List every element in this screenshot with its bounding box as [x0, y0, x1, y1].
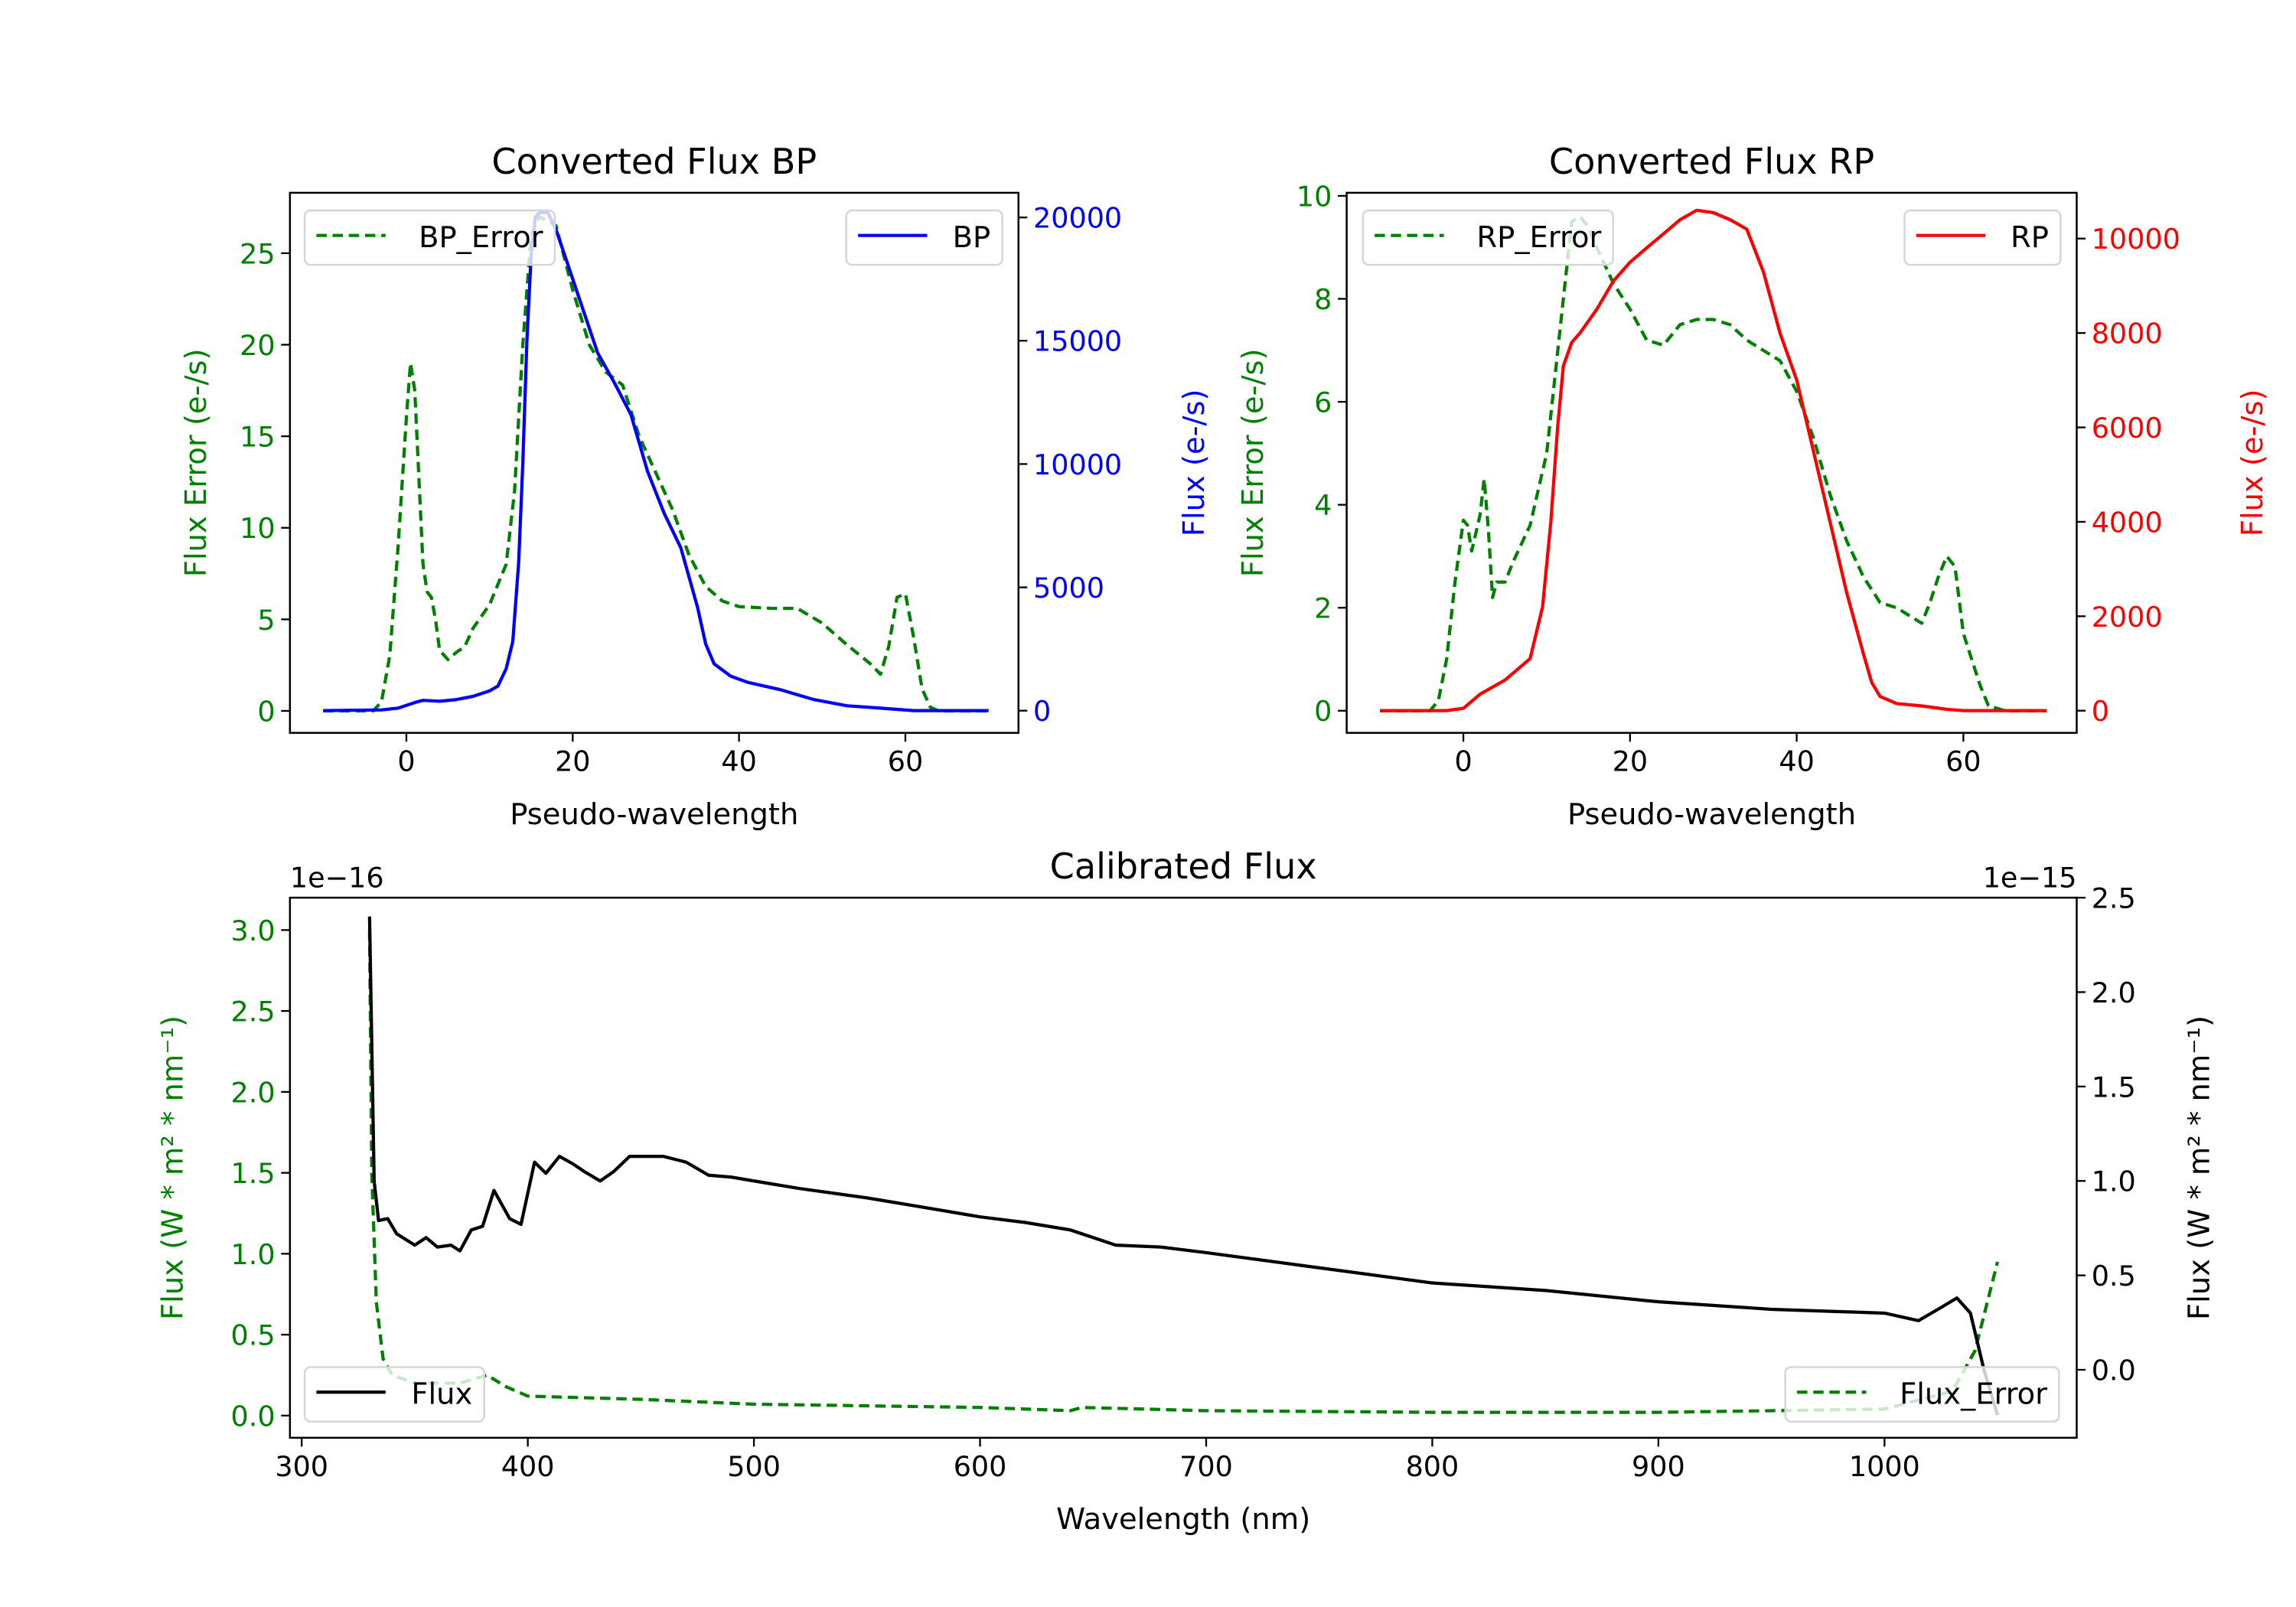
y-left-offset-text: 1e−16 — [290, 862, 384, 895]
bp-legend: BP — [845, 209, 1003, 266]
y-left-tick-label: 8 — [1314, 283, 1332, 316]
y-left-tick-label: 1.5 — [231, 1157, 276, 1190]
legend-label: BP — [953, 220, 991, 255]
x-axis-label: Pseudo-wavelength — [510, 797, 798, 832]
flux-line — [367, 916, 2000, 1416]
y-right-tick-label: 0.0 — [2092, 1354, 2136, 1387]
y-right-tick-label: 2.5 — [2092, 882, 2136, 915]
rp-error-legend: RP_Error — [1362, 209, 1614, 266]
x-tick-label: 60 — [1945, 745, 1981, 778]
y-right-tick-label: 1.5 — [2092, 1071, 2136, 1103]
y-right-tick-label: 0 — [2092, 695, 2109, 728]
y-left-axis-label: Flux (W * m² * nm⁻¹) — [155, 1015, 190, 1320]
y-right-tick-label: 15000 — [1033, 325, 1122, 358]
y-right-tick-label: 10000 — [1033, 448, 1122, 481]
y-left-tick-label: 2 — [1314, 592, 1332, 625]
y-left-tick-label: 3.0 — [231, 914, 276, 947]
y-right-tick-label: 8000 — [2092, 318, 2163, 350]
legend-box — [845, 209, 1003, 266]
y-left-tick-label: 5 — [257, 604, 275, 637]
y-left-tick-label: 0 — [257, 695, 275, 728]
y-left-tick-label: 4 — [1314, 489, 1332, 522]
plot-frame — [289, 191, 1020, 734]
x-tick-label: 20 — [1613, 745, 1648, 778]
y-right-offset-text: 1e−15 — [1983, 862, 2077, 895]
y-left-tick-label: 10 — [240, 512, 275, 545]
legend-label: RP — [2011, 220, 2049, 255]
x-tick-label: 0 — [397, 745, 415, 778]
y-left-tick-label: 0.5 — [231, 1319, 276, 1352]
y-right-tick-label: 0.5 — [2092, 1260, 2136, 1292]
y-left-tick-label: 1.0 — [231, 1238, 276, 1271]
rp-legend: RP — [1903, 209, 2062, 266]
bp-error-legend: BP_Error — [303, 209, 556, 266]
legend-box — [1784, 1366, 2060, 1423]
chart-title: Converted Flux RP — [1549, 141, 1874, 182]
chart-title: Calibrated Flux — [1050, 846, 1317, 887]
x-tick-label: 40 — [1779, 745, 1814, 778]
x-axis-label: Pseudo-wavelength — [1567, 797, 1856, 832]
legend-box — [303, 209, 556, 266]
rp-line — [1380, 208, 2047, 712]
y-left-tick-label: 0 — [1314, 695, 1332, 728]
y-right-tick-label: 4000 — [2092, 506, 2163, 539]
legend-label: Flux_Error — [1900, 1377, 2047, 1412]
x-axis-label: Wavelength (nm) — [1056, 1502, 1310, 1537]
bp-line — [323, 210, 989, 712]
legend-label: Flux — [411, 1377, 472, 1412]
x-tick-label: 40 — [721, 745, 756, 778]
x-tick-label: 500 — [727, 1450, 781, 1483]
y-left-tick-label: 20 — [240, 329, 275, 362]
x-tick-label: 700 — [1179, 1450, 1233, 1483]
flux-error-legend: Flux_Error — [1784, 1366, 2060, 1423]
cal-chart: 300 400 500 600 700 800 900 1000 0.0 0.5 1.0 1.5 2.0… — [155, 846, 2216, 1537]
plot-frame — [1345, 191, 2078, 734]
x-tick-label: 60 — [888, 745, 923, 778]
y-left-axis-label: Flux Error (e-/s) — [179, 348, 214, 577]
y-right-tick-label: 5000 — [1033, 572, 1104, 605]
y-right-tick-label: 0 — [1033, 695, 1051, 728]
y-left-tick-label: 15 — [240, 421, 275, 454]
x-tick-label: 400 — [501, 1450, 555, 1483]
y-left-tick-label: 0.0 — [231, 1400, 276, 1433]
y-right-axis-label: Flux (e-/s) — [1177, 389, 1212, 536]
x-tick-label: 1000 — [1849, 1450, 1920, 1483]
y-left-tick-label: 25 — [240, 237, 275, 270]
y-left-axis-label: Flux Error (e-/s) — [1236, 348, 1270, 577]
flux-legend: Flux — [303, 1366, 485, 1423]
x-tick-label: 0 — [1454, 745, 1472, 778]
y-right-tick-label: 2.0 — [2092, 976, 2136, 1009]
y-right-axis-label: Flux (W * m² * nm⁻¹) — [2183, 1015, 2217, 1320]
y-left-tick-label: 6 — [1314, 386, 1332, 419]
y-right-tick-label: 1.0 — [2092, 1165, 2136, 1198]
y-left-tick-label: 2.0 — [231, 1076, 276, 1109]
legend-box — [1362, 209, 1614, 266]
bp-error-line — [323, 214, 989, 713]
plot-frame — [289, 896, 2078, 1439]
y-left-tick-label: 10 — [1296, 180, 1332, 213]
y-right-tick-label: 20000 — [1033, 202, 1122, 235]
y-right-tick-label: 6000 — [2092, 412, 2163, 445]
x-tick-label: 800 — [1406, 1450, 1459, 1483]
y-right-tick-label: 2000 — [2092, 601, 2163, 634]
y-right-axis-label: Flux (e-/s) — [2236, 389, 2270, 536]
legend-box — [1903, 209, 2062, 266]
rp-chart: 0 20 40 60 0 2 4 6 8 10 0 2000 4000 6000 8000 10000 Conv… — [1236, 141, 2270, 832]
legend-box — [303, 1366, 485, 1423]
x-tick-label: 20 — [555, 745, 590, 778]
legend-label: RP_Error — [1476, 220, 1601, 255]
x-tick-label: 600 — [954, 1450, 1007, 1483]
x-tick-label: 900 — [1632, 1450, 1685, 1483]
x-tick-label: 300 — [275, 1450, 328, 1483]
y-right-tick-label: 10000 — [2092, 223, 2180, 256]
rp-error-line — [1380, 214, 2047, 712]
chart-title: Converted Flux BP — [491, 141, 817, 182]
bp-chart: 0 20 40 60 0 5 10 15 20 25 0 5000 10000 15000 20000 Con… — [179, 141, 1212, 832]
legend-label: BP_Error — [419, 220, 543, 255]
y-left-tick-label: 2.5 — [231, 996, 276, 1028]
